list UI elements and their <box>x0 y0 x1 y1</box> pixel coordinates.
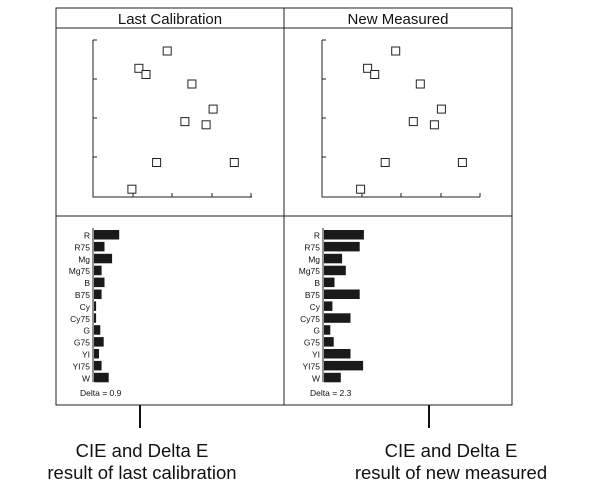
bar-label: R <box>84 231 90 241</box>
bar-label: B75 <box>305 290 320 300</box>
cie-point <box>415 79 425 89</box>
delta-bar <box>94 301 97 311</box>
bar-label: Mg <box>78 254 90 264</box>
delta-bar <box>324 313 351 323</box>
delta-bar <box>324 265 346 276</box>
caption-line: result of new measured <box>354 462 548 483</box>
cie-y-ticks <box>93 39 97 158</box>
header-last-calibration: Last Calibration <box>118 11 222 28</box>
delta-label: Delta = 2.3 <box>310 388 352 398</box>
delta-bar <box>324 289 360 299</box>
delta-bar <box>324 230 364 240</box>
cie-plot-new <box>321 39 481 198</box>
cie-point <box>229 158 239 167</box>
caption-line: result of last calibration <box>47 462 237 483</box>
delta-bar <box>324 349 351 359</box>
cie-point <box>162 46 172 56</box>
bar-label: Cy <box>310 302 321 312</box>
delta-bar <box>94 325 101 335</box>
delta-bar <box>324 277 335 288</box>
cie-point <box>370 70 380 79</box>
delta-bar <box>94 360 102 371</box>
bar-label: G75 <box>304 338 320 348</box>
cie-point <box>391 46 401 56</box>
bar-label: W <box>312 373 320 383</box>
delta-bar <box>324 253 343 264</box>
delta-bar <box>94 289 102 299</box>
delta-bar <box>94 277 105 288</box>
bar-label: R75 <box>74 242 90 252</box>
caption-new: CIE and Delta E result of new measured <box>306 440 590 484</box>
bar-label: YI75 <box>73 361 91 371</box>
delta-bar <box>94 372 109 383</box>
cie-point <box>457 158 467 167</box>
cie-point <box>208 104 218 114</box>
bar-label: R75 <box>304 242 320 252</box>
cie-axes <box>321 40 480 198</box>
bar-label: Mg75 <box>299 266 321 276</box>
cie-point <box>201 120 211 130</box>
delta-bar <box>94 313 97 323</box>
bar-label: Mg <box>308 254 320 264</box>
delta-bar <box>324 301 333 311</box>
cie-points <box>127 46 239 194</box>
cie-point <box>152 158 162 167</box>
delta-bar <box>324 360 364 371</box>
delta-bar <box>94 337 104 347</box>
cie-point <box>429 120 439 130</box>
caption-last: CIE and Delta E result of last calibrati… <box>0 440 287 484</box>
delta-bar <box>94 349 99 359</box>
delta-bar <box>94 241 105 252</box>
delta-bar <box>324 337 334 347</box>
bar-label: G <box>313 326 320 336</box>
cie-point <box>436 104 446 114</box>
bar-label: B <box>314 278 320 288</box>
cie-axes <box>92 40 252 198</box>
cie-point <box>187 79 197 89</box>
cie-point <box>356 184 366 194</box>
cie-point <box>380 158 390 167</box>
cie-point <box>141 70 151 79</box>
delta-bar <box>324 325 331 335</box>
caption-line: CIE and Delta E <box>75 440 209 461</box>
cie-point <box>363 63 373 73</box>
cie-point <box>408 117 418 127</box>
bar-label: Cy75 <box>70 314 90 324</box>
header-new-measured: New Measured <box>348 11 449 28</box>
delta-label: Delta = 0.9 <box>80 388 122 398</box>
cie-points <box>356 46 467 194</box>
bar-label: G75 <box>74 338 90 348</box>
bar-label: G <box>83 326 90 336</box>
delta-bar <box>324 241 360 252</box>
bar-label: W <box>82 373 90 383</box>
delta-bar <box>94 265 102 276</box>
caption-line: CIE and Delta E <box>384 440 518 461</box>
bar-label: B75 <box>75 290 90 300</box>
bar-label: R <box>314 231 320 241</box>
cie-y-ticks <box>322 39 326 158</box>
cie-point <box>127 184 137 194</box>
bar-label: Cy <box>80 302 91 312</box>
bar-label: YI <box>312 350 320 360</box>
delta-bar <box>94 230 120 240</box>
cie-point <box>134 63 144 73</box>
cie-point <box>180 117 190 127</box>
delta-bar <box>324 372 341 383</box>
bar-label: YI <box>82 350 90 360</box>
bar-label: Mg75 <box>69 266 91 276</box>
cie-plot-last <box>92 39 252 198</box>
bar-label: Cy75 <box>300 314 320 324</box>
bar-label: YI75 <box>303 361 321 371</box>
delta-bar <box>94 253 113 264</box>
bar-label: B <box>84 278 90 288</box>
